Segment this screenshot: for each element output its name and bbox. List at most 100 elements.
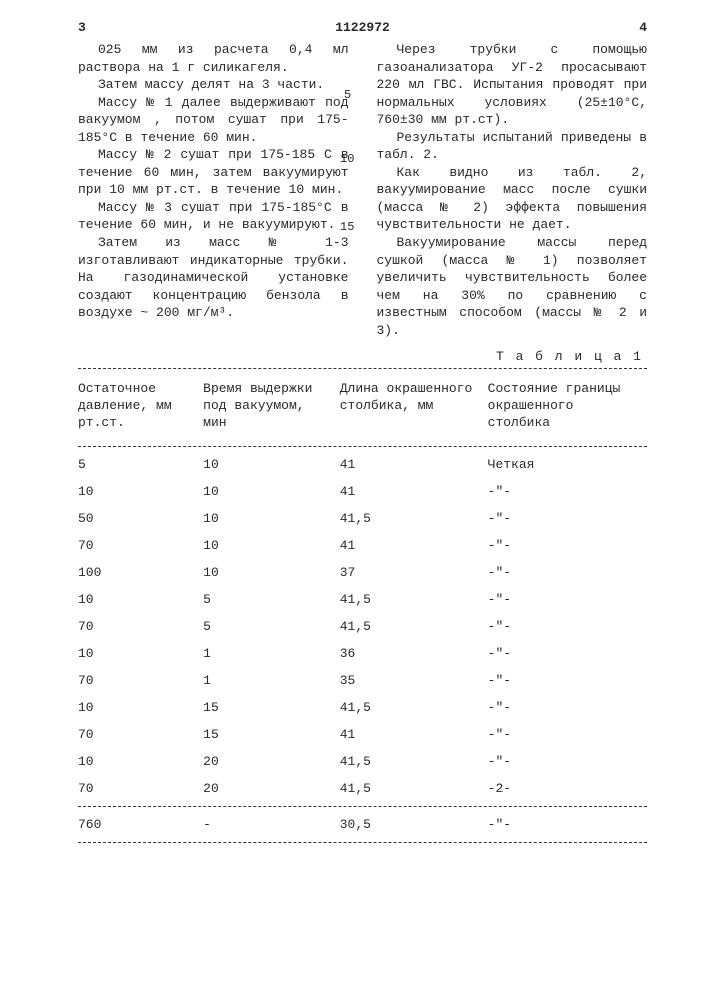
footer-c3: 30,5 — [340, 811, 488, 838]
rule-before-footer — [78, 806, 647, 807]
table-cell: 36 — [340, 640, 488, 667]
rule-after-header — [78, 446, 647, 447]
table-cell: -2- — [488, 775, 647, 802]
table-cell: 1 — [203, 640, 340, 667]
table-cell: 10 — [78, 586, 203, 613]
line-number-15: 15 — [340, 220, 354, 234]
left-column: 025 мм из расчета 0,4 мл раствора на 1 г… — [78, 41, 349, 339]
table-header-4: Состояние границы окрашенного столбика — [488, 373, 647, 442]
table-cell: 41 — [340, 478, 488, 505]
table-header-row: Остаточное давление, мм рт.ст. Время выд… — [78, 373, 647, 442]
table-cell: 1 — [203, 667, 340, 694]
table-row: 702041,5-2- — [78, 775, 647, 802]
table-cell: -"- — [488, 640, 647, 667]
rule-top — [78, 368, 647, 369]
table-cell: 5 — [203, 613, 340, 640]
table-cell: 10 — [78, 640, 203, 667]
data-table-footer: 760 - 30,5 -"- — [78, 811, 647, 838]
table-cell: 41 — [340, 532, 488, 559]
table-cell: 10 — [203, 559, 340, 586]
table-cell: 10 — [203, 505, 340, 532]
right-column: Через трубки с помощью газоанализатора У… — [377, 41, 648, 339]
table-cell: 41,5 — [340, 613, 488, 640]
table-cell: 10 — [203, 478, 340, 505]
table-cell: 10 — [203, 532, 340, 559]
para-l3: Массу № 1 далее выдерживают под вакуумом… — [78, 94, 349, 147]
table-cell: 35 — [340, 667, 488, 694]
table-cell: 5 — [78, 451, 203, 478]
table-row: 101041-"- — [78, 478, 647, 505]
table-cell: 15 — [203, 721, 340, 748]
table-cell: -"- — [488, 613, 647, 640]
table-cell: -"- — [488, 667, 647, 694]
table-row: 101541,5-"- — [78, 694, 647, 721]
page: 3 1122972 4 025 мм из расчета 0,4 мл рас… — [0, 0, 707, 867]
footer-c2: - — [203, 811, 340, 838]
para-r2: Результаты испытаний приведены в табл. 2… — [377, 129, 648, 164]
table-row: 701041-"- — [78, 532, 647, 559]
line-number-5: 5 — [344, 88, 351, 102]
para-l5: Массу № 3 сушат при 175-185°С в течение … — [78, 199, 349, 234]
table-title: Т а б л и ц а 1 — [78, 349, 643, 364]
table-cell: -"- — [488, 694, 647, 721]
table-row: 501041,5-"- — [78, 505, 647, 532]
table-cell: 50 — [78, 505, 203, 532]
table-cell: 41,5 — [340, 748, 488, 775]
table-cell: 10 — [78, 748, 203, 775]
table-row: 701541-"- — [78, 721, 647, 748]
para-l2: Затем массу делят на 3 части. — [78, 76, 349, 94]
table-cell: 20 — [203, 775, 340, 802]
table-cell: -"- — [488, 505, 647, 532]
para-r3: Как видно из табл. 2, вакуумирование мас… — [377, 164, 648, 234]
table-cell: 37 — [340, 559, 488, 586]
para-l4: Массу № 2 сушат при 175-185 С в течение … — [78, 146, 349, 199]
table-cell: 41,5 — [340, 505, 488, 532]
table-footer-row: 760 - 30,5 -"- — [78, 811, 647, 838]
table-cell: 100 — [78, 559, 203, 586]
footer-c4: -"- — [488, 811, 647, 838]
rule-bottom — [78, 842, 647, 843]
table-header-1: Остаточное давление, мм рт.ст. — [78, 373, 203, 442]
table-cell: 15 — [203, 694, 340, 721]
table-cell: 41,5 — [340, 775, 488, 802]
table-cell: 10 — [78, 694, 203, 721]
para-l1: 025 мм из расчета 0,4 мл раствора на 1 г… — [78, 41, 349, 76]
table-cell: 20 — [203, 748, 340, 775]
table-cell: 41,5 — [340, 586, 488, 613]
table-cell: -"- — [488, 532, 647, 559]
table-cell: -"- — [488, 586, 647, 613]
table-header-2: Время выдержки под вакуумом, мин — [203, 373, 340, 442]
data-table: Остаточное давление, мм рт.ст. Время выд… — [78, 373, 647, 442]
table-row: 51041Четкая — [78, 451, 647, 478]
table-cell: -"- — [488, 748, 647, 775]
table-row: 10136-"- — [78, 640, 647, 667]
table-cell: 70 — [78, 775, 203, 802]
table-cell: 70 — [78, 721, 203, 748]
table-cell: 10 — [78, 478, 203, 505]
line-number-10: 10 — [340, 152, 354, 166]
table-row: 102041,5-"- — [78, 748, 647, 775]
table-cell: -"- — [488, 478, 647, 505]
table-row: 70541,5-"- — [78, 613, 647, 640]
document-number: 1122972 — [98, 20, 627, 35]
table-row: 1001037-"- — [78, 559, 647, 586]
para-l6: Затем из масс № 1-3 изготавливают индика… — [78, 234, 349, 322]
para-r4: Вакуумирование массы перед сушкой (масса… — [377, 234, 648, 339]
table-cell: 41,5 — [340, 694, 488, 721]
page-number-right: 4 — [627, 20, 647, 35]
table-cell: 41 — [340, 451, 488, 478]
table-cell: 70 — [78, 532, 203, 559]
table-cell: 70 — [78, 613, 203, 640]
table-cell: -"- — [488, 721, 647, 748]
table-cell: Четкая — [488, 451, 647, 478]
footer-c1: 760 — [78, 811, 203, 838]
table-cell: 70 — [78, 667, 203, 694]
table-cell: -"- — [488, 559, 647, 586]
table-header-3: Длина окрашенного столбика, мм — [340, 373, 488, 442]
table-cell: 41 — [340, 721, 488, 748]
page-header: 3 1122972 4 — [78, 20, 647, 35]
data-table-body: 51041Четкая101041-"-501041,5-"-701041-"-… — [78, 451, 647, 802]
table-row: 70135-"- — [78, 667, 647, 694]
page-number-left: 3 — [78, 20, 98, 35]
table-cell: 10 — [203, 451, 340, 478]
